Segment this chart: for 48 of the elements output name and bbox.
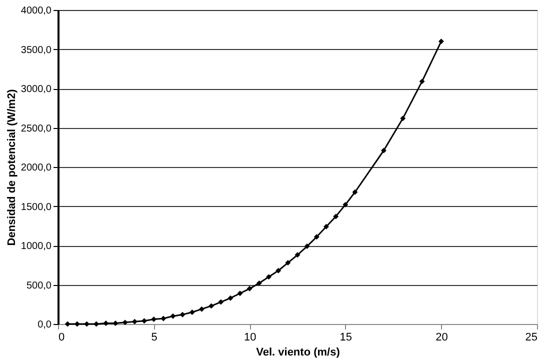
- point: [208, 303, 214, 309]
- point: [170, 313, 176, 319]
- point: [132, 318, 138, 324]
- point: [333, 214, 339, 220]
- point: [64, 321, 70, 327]
- y-axis-title: Densidad de potencial (W/m2): [6, 88, 18, 246]
- point: [304, 244, 310, 250]
- y-tick-label: 0,0: [38, 320, 52, 330]
- x-tick-label: 25: [525, 332, 538, 344]
- point: [352, 189, 358, 195]
- point: [380, 148, 386, 154]
- point: [237, 290, 243, 296]
- y-tick-label: 3500,0: [20, 44, 52, 56]
- y-tick-label: 1000,0: [20, 241, 52, 252]
- point: [218, 299, 224, 305]
- point: [84, 321, 90, 327]
- x-tick-label: 10: [244, 332, 256, 344]
- point: [276, 268, 282, 274]
- y-tick-label: 2000,0: [20, 162, 52, 174]
- point: [180, 312, 186, 318]
- point: [419, 78, 425, 84]
- point: [324, 224, 329, 230]
- x-tick-label: 15: [340, 332, 352, 344]
- y-tick-label: 500,0: [26, 280, 52, 292]
- point: [228, 295, 234, 301]
- point: [141, 318, 147, 324]
- y-tick-label: 2500,0: [20, 123, 52, 134]
- point: [256, 280, 262, 286]
- point: [122, 320, 128, 326]
- point: [198, 306, 204, 312]
- x-tick-label: 20: [436, 332, 448, 344]
- point: [266, 274, 272, 280]
- point: [246, 286, 252, 292]
- point: [151, 316, 157, 322]
- point: [438, 38, 444, 44]
- point: [285, 260, 291, 266]
- x-tick-label: 5: [151, 332, 158, 344]
- point: [314, 234, 320, 240]
- y-tick-label: 4000,0: [20, 6, 52, 16]
- point: [189, 309, 195, 315]
- point: [400, 116, 406, 122]
- point: [342, 202, 348, 208]
- y-tick-label: 1500,0: [20, 202, 52, 213]
- point: [294, 252, 300, 258]
- x-axis-title: Vel. viento (m/s): [256, 346, 340, 358]
- y-tick-label: 3000,0: [20, 84, 52, 95]
- point: [160, 316, 166, 322]
- x-tick-label: 0: [58, 332, 65, 344]
